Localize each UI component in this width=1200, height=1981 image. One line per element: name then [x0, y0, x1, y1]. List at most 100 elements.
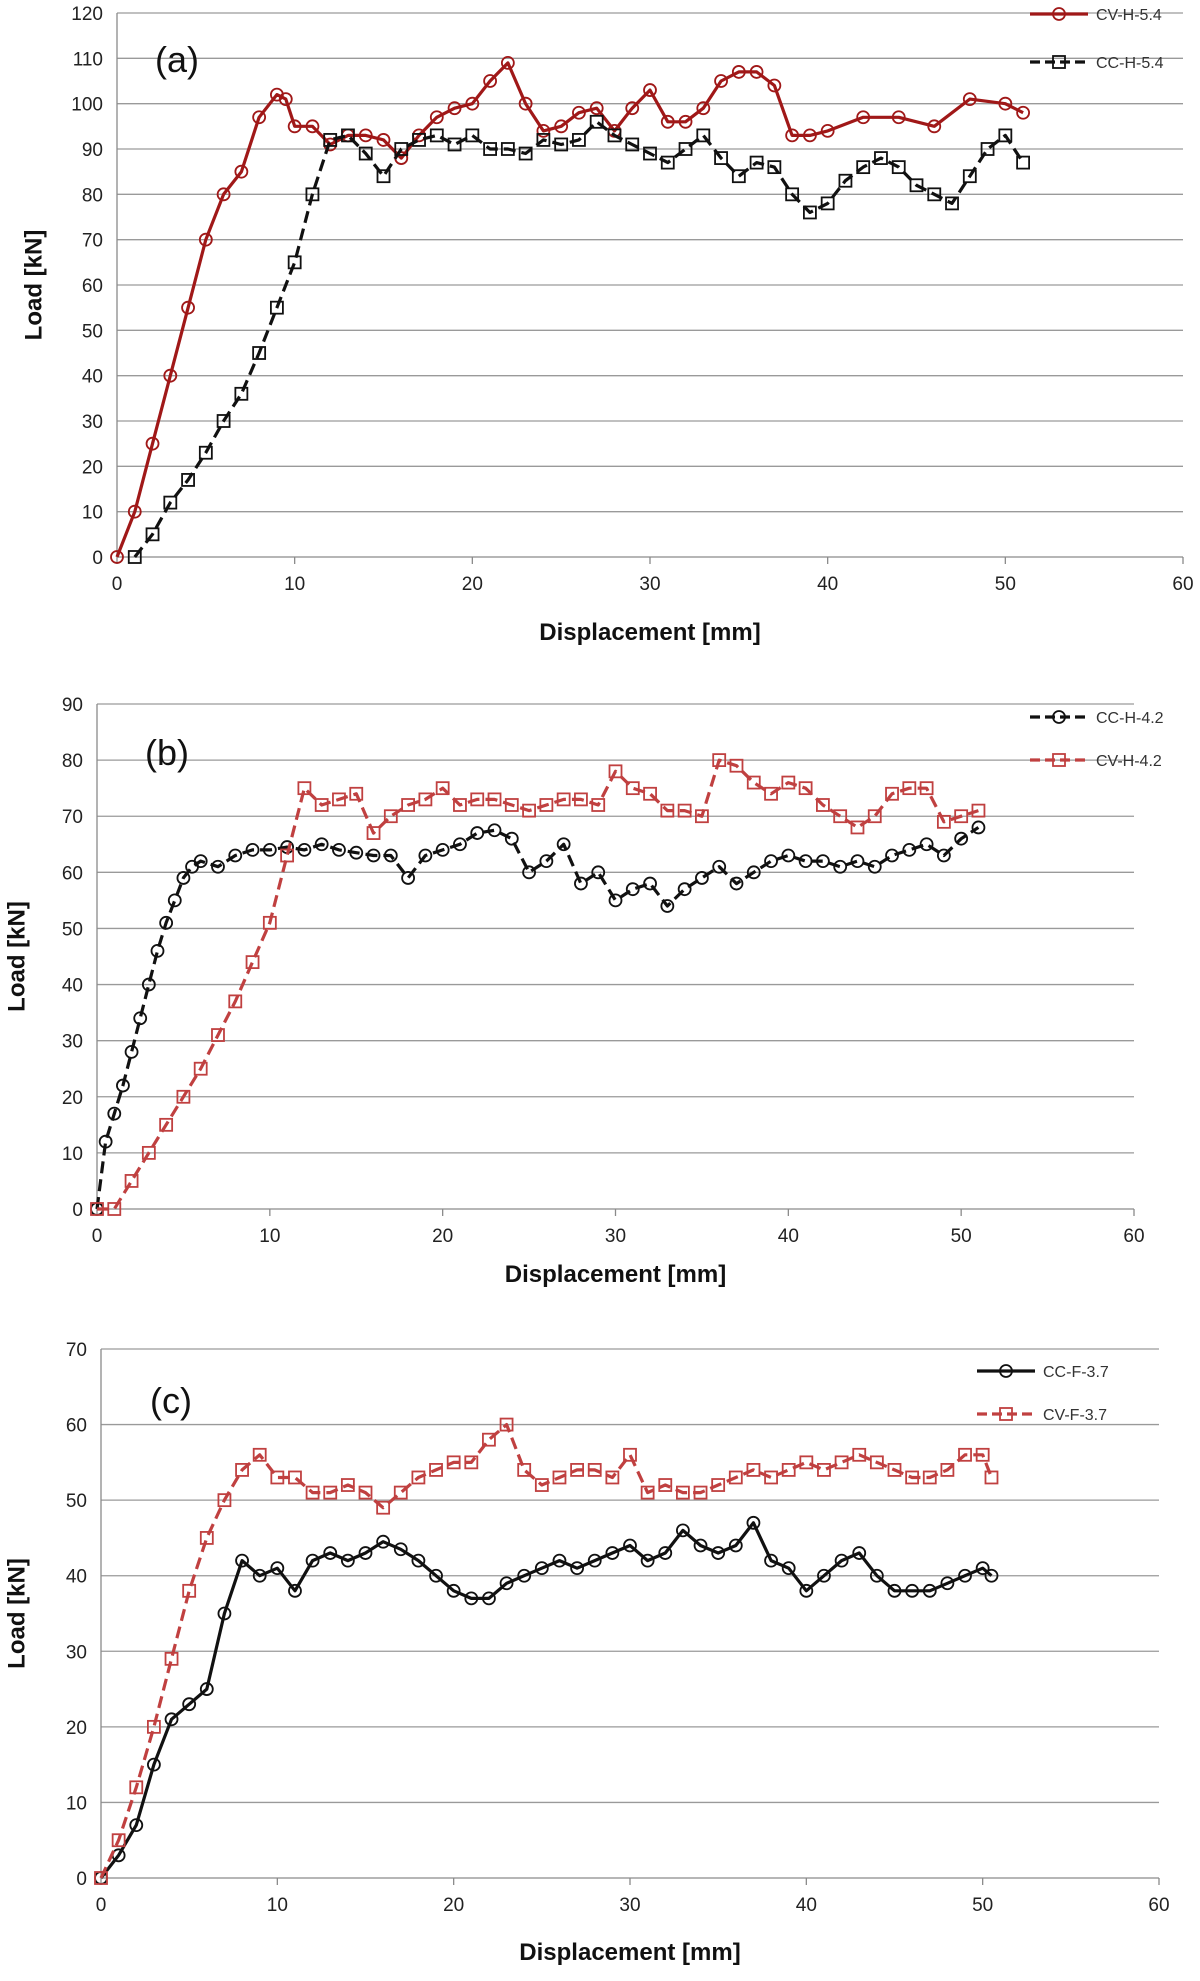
data-point	[252, 110, 267, 125]
data-point	[984, 1470, 999, 1485]
data-point	[728, 1470, 743, 1485]
data-point	[712, 859, 727, 874]
y-tick-label: 30	[82, 412, 103, 433]
data-point	[216, 187, 231, 202]
data-point	[678, 142, 693, 156]
x-tick-label: 0	[92, 1226, 103, 1247]
data-point	[887, 1463, 902, 1477]
y-tick-label: 20	[66, 1718, 87, 1739]
y-tick-label: 10	[62, 1144, 83, 1165]
data-point	[341, 128, 355, 143]
data-point	[252, 1447, 267, 1462]
data-point	[781, 848, 796, 863]
data-point	[176, 1089, 191, 1104]
data-point	[217, 1493, 232, 1508]
y-axis-title: Load [kN]	[20, 230, 47, 341]
x-tick-label: 40	[796, 1895, 817, 1916]
data-point	[270, 1470, 285, 1485]
data-point	[660, 114, 675, 129]
y-tick-label: 70	[62, 807, 83, 828]
data-point	[891, 160, 906, 175]
data-point	[850, 820, 865, 835]
legend-entry: CV-H-5.4	[1030, 7, 1162, 24]
legend-swatch-marker	[1052, 55, 1066, 69]
chart-panel-2: 0 10 20 30 40 50 60 70 80 90 0 10 20 30 40 50 60 Displace…	[3, 695, 1163, 1288]
data-point	[605, 1470, 620, 1485]
data-point	[998, 128, 1013, 143]
data-point	[885, 848, 899, 863]
data-point	[429, 1463, 443, 1477]
data-point	[470, 792, 485, 807]
data-point	[891, 110, 906, 125]
data-point	[919, 837, 934, 852]
data-point	[270, 1561, 285, 1576]
data-point	[193, 854, 208, 869]
x-tick-label: 60	[1123, 1226, 1144, 1247]
y-tick-label: 0	[76, 1869, 87, 1890]
data-point	[401, 871, 416, 885]
y-tick-label: 60	[62, 863, 83, 884]
series-line	[115, 61, 1024, 558]
data-point	[817, 1568, 831, 1583]
series-CC-H-4.2	[90, 820, 986, 1216]
y-tick-label: 90	[82, 140, 103, 161]
data-point	[181, 473, 195, 487]
data-point	[482, 1591, 496, 1606]
data-point	[145, 527, 160, 542]
data-point	[909, 178, 924, 193]
data-point	[216, 414, 231, 428]
data-point	[447, 137, 462, 152]
data-point	[608, 893, 623, 908]
data-point	[453, 798, 467, 812]
data-point	[199, 1531, 214, 1545]
data-point	[945, 196, 959, 211]
data-point	[111, 1833, 126, 1848]
y-tick-label: 0	[72, 1200, 83, 1221]
panel-label: (b)	[145, 732, 189, 773]
data-point	[712, 753, 727, 768]
data-point	[280, 848, 295, 863]
data-point	[393, 1485, 408, 1500]
data-point	[145, 436, 160, 451]
y-tick-label: 10	[66, 1793, 87, 1814]
y-tick-label: 70	[82, 231, 103, 252]
data-point	[764, 1553, 778, 1568]
data-point	[833, 809, 848, 824]
x-tick-label: 30	[619, 1895, 640, 1916]
legend-entry: CC-F-3.7	[977, 1364, 1109, 1381]
data-point	[962, 92, 977, 107]
data-point	[429, 128, 444, 143]
data-point	[856, 160, 871, 175]
data-point	[129, 1780, 144, 1795]
data-point	[731, 65, 746, 79]
data-point	[589, 101, 604, 116]
y-tick-label: 20	[62, 1088, 83, 1109]
x-axis-title: Displacement [mm]	[539, 619, 760, 646]
data-point	[323, 1546, 338, 1560]
data-point	[572, 105, 586, 120]
data-point	[919, 781, 934, 796]
y-tick-label: 40	[82, 367, 103, 388]
y-tick-label: 40	[66, 1567, 87, 1588]
data-point	[94, 1871, 108, 1885]
data-point	[570, 1463, 584, 1477]
data-point	[660, 803, 675, 818]
data-point	[605, 1546, 620, 1560]
data-point	[159, 915, 174, 930]
data-point	[98, 1134, 113, 1149]
data-point	[193, 1061, 208, 1076]
series-CC-F-3.7	[94, 1515, 999, 1885]
x-tick-label: 20	[443, 1895, 464, 1916]
y-tick-label: 110	[73, 49, 103, 70]
data-point	[643, 146, 657, 161]
data-point	[608, 764, 623, 779]
data-point	[245, 842, 260, 857]
data-point	[625, 882, 640, 897]
y-tick-label: 60	[66, 1416, 87, 1437]
data-point	[141, 977, 156, 992]
data-point	[164, 1712, 179, 1727]
data-point	[731, 169, 746, 184]
x-tick-label: 60	[1148, 1895, 1169, 1916]
y-tick-label: 0	[92, 548, 103, 569]
